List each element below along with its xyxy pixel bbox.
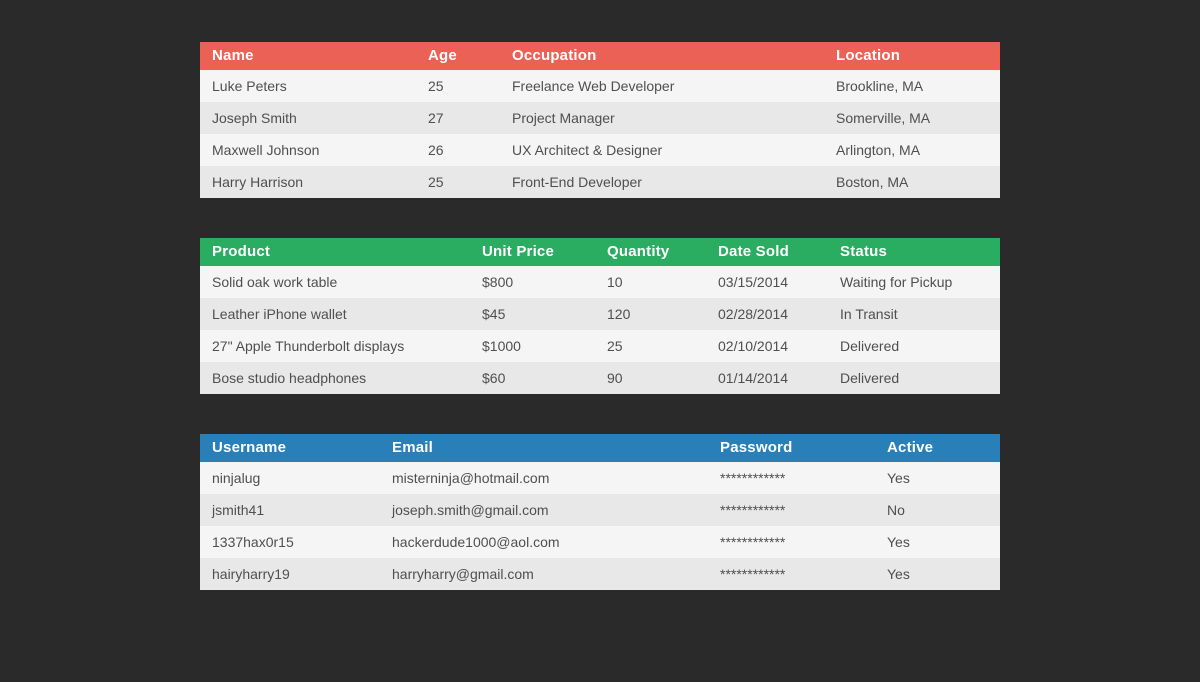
cell-unit-price: $800	[470, 266, 595, 298]
column-header-status: Status	[828, 238, 1000, 266]
column-header-email: Email	[380, 434, 708, 462]
cell-email: misterninja@hotmail.com	[380, 462, 708, 494]
column-header-active: Active	[875, 434, 1000, 462]
table-row: 27" Apple Thunderbolt displays $1000 25 …	[200, 330, 1000, 362]
cell-unit-price: $60	[470, 362, 595, 394]
table-row: Bose studio headphones $60 90 01/14/2014…	[200, 362, 1000, 394]
cell-occupation: Freelance Web Developer	[500, 70, 824, 102]
cell-product: Bose studio headphones	[200, 362, 470, 394]
cell-product: Leather iPhone wallet	[200, 298, 470, 330]
cell-active: Yes	[875, 462, 1000, 494]
cell-product: Solid oak work table	[200, 266, 470, 298]
cell-username: jsmith41	[200, 494, 380, 526]
table-row: Luke Peters 25 Freelance Web Developer B…	[200, 70, 1000, 102]
cell-name: Maxwell Johnson	[200, 134, 416, 166]
cell-occupation: Project Manager	[500, 102, 824, 134]
column-header-username: Username	[200, 434, 380, 462]
cell-location: Somerville, MA	[824, 102, 1000, 134]
table-row: 1337hax0r15 hackerdude1000@aol.com *****…	[200, 526, 1000, 558]
cell-product: 27" Apple Thunderbolt displays	[200, 330, 470, 362]
column-header-occupation: Occupation	[500, 42, 824, 70]
cell-username: hairyharry19	[200, 558, 380, 590]
cell-age: 25	[416, 166, 500, 198]
table-row: jsmith41 joseph.smith@gmail.com ********…	[200, 494, 1000, 526]
cell-password: ************	[708, 558, 875, 590]
cell-occupation: UX Architect & Designer	[500, 134, 824, 166]
cell-password: ************	[708, 526, 875, 558]
cell-date-sold: 01/14/2014	[706, 362, 828, 394]
cell-location: Arlington, MA	[824, 134, 1000, 166]
cell-name: Harry Harrison	[200, 166, 416, 198]
cell-email: harryharry@gmail.com	[380, 558, 708, 590]
cell-active: No	[875, 494, 1000, 526]
cell-age: 26	[416, 134, 500, 166]
column-header-product: Product	[200, 238, 470, 266]
cell-password: ************	[708, 462, 875, 494]
cell-date-sold: 03/15/2014	[706, 266, 828, 298]
cell-username: ninjalug	[200, 462, 380, 494]
cell-date-sold: 02/28/2014	[706, 298, 828, 330]
cell-status: Delivered	[828, 362, 1000, 394]
table-row: ninjalug misterninja@hotmail.com *******…	[200, 462, 1000, 494]
cell-occupation: Front-End Developer	[500, 166, 824, 198]
cell-unit-price: $45	[470, 298, 595, 330]
cell-name: Luke Peters	[200, 70, 416, 102]
table-row: Harry Harrison 25 Front-End Developer Bo…	[200, 166, 1000, 198]
column-header-date-sold: Date Sold	[706, 238, 828, 266]
cell-location: Brookline, MA	[824, 70, 1000, 102]
cell-status: In Transit	[828, 298, 1000, 330]
cell-date-sold: 02/10/2014	[706, 330, 828, 362]
table-row: hairyharry19 harryharry@gmail.com ******…	[200, 558, 1000, 590]
cell-quantity: 25	[595, 330, 706, 362]
column-header-unit-price: Unit Price	[470, 238, 595, 266]
tables-page: Name Age Occupation Location Luke Peters…	[200, 0, 1000, 590]
cell-age: 27	[416, 102, 500, 134]
cell-email: hackerdude1000@aol.com	[380, 526, 708, 558]
column-header-password: Password	[708, 434, 875, 462]
cell-location: Boston, MA	[824, 166, 1000, 198]
column-header-name: Name	[200, 42, 416, 70]
cell-age: 25	[416, 70, 500, 102]
cell-status: Waiting for Pickup	[828, 266, 1000, 298]
people-table: Name Age Occupation Location Luke Peters…	[200, 42, 1000, 198]
column-header-quantity: Quantity	[595, 238, 706, 266]
cell-unit-price: $1000	[470, 330, 595, 362]
cell-status: Delivered	[828, 330, 1000, 362]
users-header-row: Username Email Password Active	[200, 434, 1000, 462]
column-header-location: Location	[824, 42, 1000, 70]
cell-active: Yes	[875, 526, 1000, 558]
cell-active: Yes	[875, 558, 1000, 590]
sales-header-row: Product Unit Price Quantity Date Sold St…	[200, 238, 1000, 266]
cell-quantity: 90	[595, 362, 706, 394]
cell-name: Joseph Smith	[200, 102, 416, 134]
table-row: Joseph Smith 27 Project Manager Somervil…	[200, 102, 1000, 134]
table-row: Maxwell Johnson 26 UX Architect & Design…	[200, 134, 1000, 166]
cell-quantity: 10	[595, 266, 706, 298]
cell-password: ************	[708, 494, 875, 526]
cell-username: 1337hax0r15	[200, 526, 380, 558]
people-header-row: Name Age Occupation Location	[200, 42, 1000, 70]
cell-email: joseph.smith@gmail.com	[380, 494, 708, 526]
cell-quantity: 120	[595, 298, 706, 330]
table-row: Leather iPhone wallet $45 120 02/28/2014…	[200, 298, 1000, 330]
table-row: Solid oak work table $800 10 03/15/2014 …	[200, 266, 1000, 298]
users-table: Username Email Password Active ninjalug …	[200, 434, 1000, 590]
sales-table: Product Unit Price Quantity Date Sold St…	[200, 238, 1000, 394]
column-header-age: Age	[416, 42, 500, 70]
